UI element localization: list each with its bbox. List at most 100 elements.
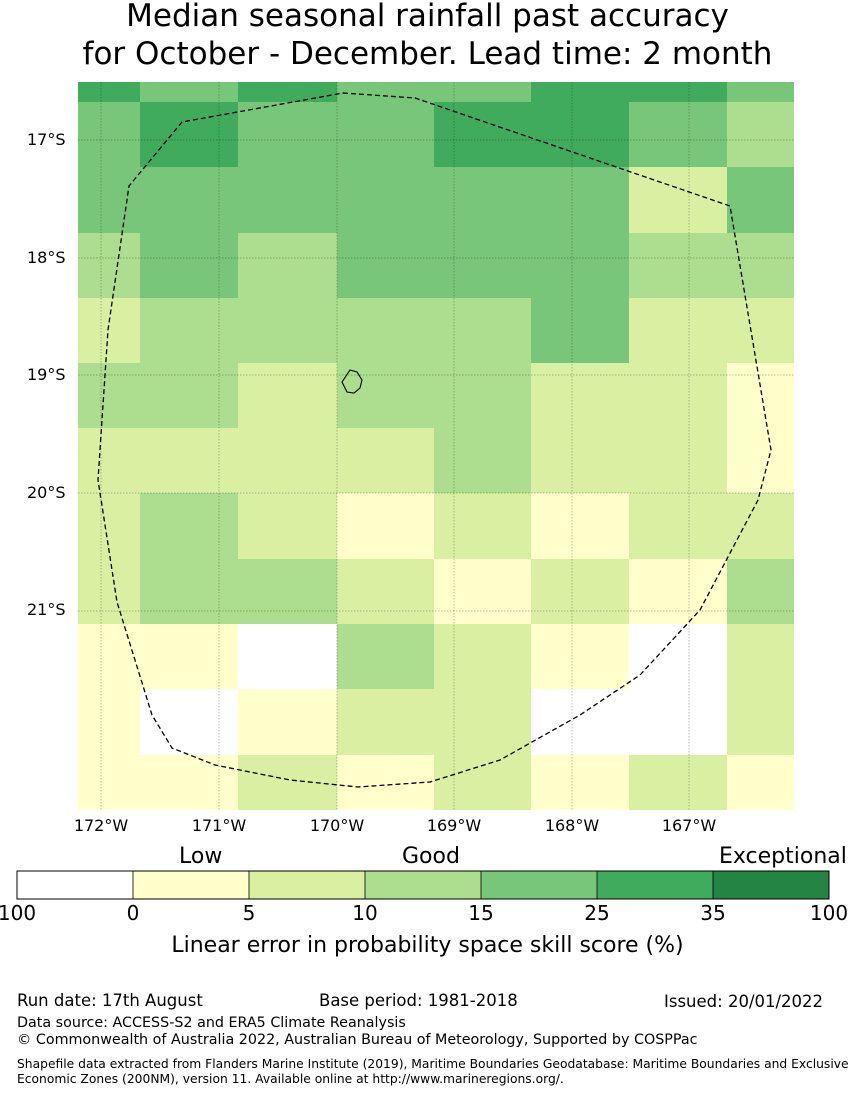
grid-cell bbox=[434, 428, 531, 493]
colorbar-segment bbox=[365, 871, 481, 899]
shapefile-credit-line-1: Shapefile data extracted from Flanders M… bbox=[17, 1057, 849, 1071]
grid-cell bbox=[727, 363, 794, 428]
grid-cell bbox=[140, 559, 238, 624]
grid-cell bbox=[78, 233, 140, 298]
grid-cell bbox=[434, 493, 531, 559]
grid-cell bbox=[238, 167, 337, 233]
grid-cell bbox=[140, 428, 238, 493]
grid-cell bbox=[531, 624, 629, 689]
grid-cell bbox=[531, 493, 629, 559]
grid-cell bbox=[238, 233, 337, 298]
grid-cell bbox=[727, 493, 794, 559]
grid-cell bbox=[727, 428, 794, 493]
eez-boundary bbox=[97, 92, 772, 788]
grid-cell bbox=[531, 233, 629, 298]
grid-cell bbox=[629, 755, 727, 810]
grid-cell bbox=[238, 428, 337, 493]
grid-cell bbox=[337, 689, 434, 755]
colorbar-segment bbox=[249, 871, 365, 899]
grid-cell bbox=[337, 755, 434, 810]
base-period: Base period: 1981-2018 bbox=[319, 991, 518, 1010]
grid-cell bbox=[140, 624, 238, 689]
map-title-line-1: Median seasonal rainfall past accuracy bbox=[126, 0, 729, 34]
grid-cell bbox=[337, 167, 434, 233]
grid-cell bbox=[434, 755, 531, 810]
grid-cell bbox=[238, 298, 337, 363]
colorbar-segment bbox=[133, 871, 249, 899]
grid-cell bbox=[337, 493, 434, 559]
colorbar-tick-label: 100 bbox=[0, 901, 37, 925]
grid-cell bbox=[727, 167, 794, 233]
colorbar-segment bbox=[713, 871, 829, 899]
grid-cell bbox=[78, 624, 140, 689]
grid-cell bbox=[78, 559, 140, 624]
grid-cell bbox=[140, 755, 238, 810]
skill-grid bbox=[78, 82, 794, 810]
grid-cell bbox=[238, 102, 337, 167]
grid-cell bbox=[531, 363, 629, 428]
grid-cell bbox=[629, 624, 727, 689]
grid-cell bbox=[238, 755, 337, 810]
grid-cell bbox=[78, 298, 140, 363]
grid-cell bbox=[78, 167, 140, 233]
grid-cell bbox=[727, 624, 794, 689]
lon-label-172w: 172°W bbox=[73, 816, 129, 835]
copyright: © Commonwealth of Australia 2022, Austra… bbox=[17, 1032, 698, 1048]
grid-cell bbox=[629, 689, 727, 755]
grid-cell bbox=[434, 82, 531, 102]
lat-label-17s: 17°S bbox=[27, 130, 66, 149]
grid-cell bbox=[238, 559, 337, 624]
grid-cell bbox=[337, 102, 434, 167]
lon-label-171w: 171°W bbox=[191, 816, 247, 835]
category-label-exceptional: Exceptional bbox=[719, 844, 847, 869]
grid-cell bbox=[531, 428, 629, 493]
grid-cell bbox=[629, 298, 727, 363]
grid-cell bbox=[337, 559, 434, 624]
grid-cell bbox=[78, 82, 140, 102]
grid-cell bbox=[727, 755, 794, 810]
lat-label-21s: 21°S bbox=[27, 600, 66, 619]
island-outline bbox=[341, 369, 363, 394]
colorbar-border bbox=[16, 870, 830, 900]
colorbar-segment bbox=[481, 871, 597, 899]
grid-cell bbox=[78, 428, 140, 493]
grid-cell bbox=[337, 233, 434, 298]
issued-date: Issued: 20/01/2022 bbox=[664, 992, 824, 1011]
data-source: Data source: ACCESS-S2 and ERA5 Climate … bbox=[17, 1015, 406, 1031]
grid-cell bbox=[140, 233, 238, 298]
grid-cell bbox=[531, 689, 629, 755]
grid-cell bbox=[629, 82, 727, 102]
grid-cell bbox=[531, 167, 629, 233]
grid-cell bbox=[140, 82, 238, 102]
map-title-line-2: for October - December. Lead time: 2 mon… bbox=[82, 36, 773, 72]
lon-label-167w: 167°W bbox=[661, 816, 717, 835]
category-label-good: Good bbox=[402, 844, 460, 869]
grid-cell bbox=[727, 102, 794, 167]
grid-cell bbox=[531, 755, 629, 810]
grid-cell bbox=[434, 167, 531, 233]
colorbar-tick-label: 35 bbox=[700, 901, 726, 925]
colorbar-tick-label: 0 bbox=[126, 901, 140, 925]
grid-cell bbox=[434, 363, 531, 428]
grid-cell bbox=[238, 624, 337, 689]
colorbar-tick-label: 10 bbox=[352, 901, 378, 925]
colorbar bbox=[16, 870, 830, 900]
lon-label-168w: 168°W bbox=[544, 816, 600, 835]
grid-cell bbox=[629, 102, 727, 167]
grid-cell bbox=[78, 363, 140, 428]
grid-cell bbox=[531, 559, 629, 624]
lon-label-170w: 170°W bbox=[309, 816, 365, 835]
grid-cell bbox=[140, 298, 238, 363]
grid-cell bbox=[629, 428, 727, 493]
grid-cell bbox=[78, 493, 140, 559]
run-date: Run date: 17th August bbox=[17, 991, 203, 1010]
grid-cell bbox=[140, 167, 238, 233]
lat-label-18s: 18°S bbox=[27, 248, 66, 267]
grid-cell bbox=[238, 689, 337, 755]
grid-cell bbox=[78, 102, 140, 167]
grid-cell bbox=[434, 233, 531, 298]
colorbar-tick-label: 25 bbox=[584, 901, 610, 925]
lon-label-169w: 169°W bbox=[426, 816, 482, 835]
grid-cell bbox=[238, 493, 337, 559]
